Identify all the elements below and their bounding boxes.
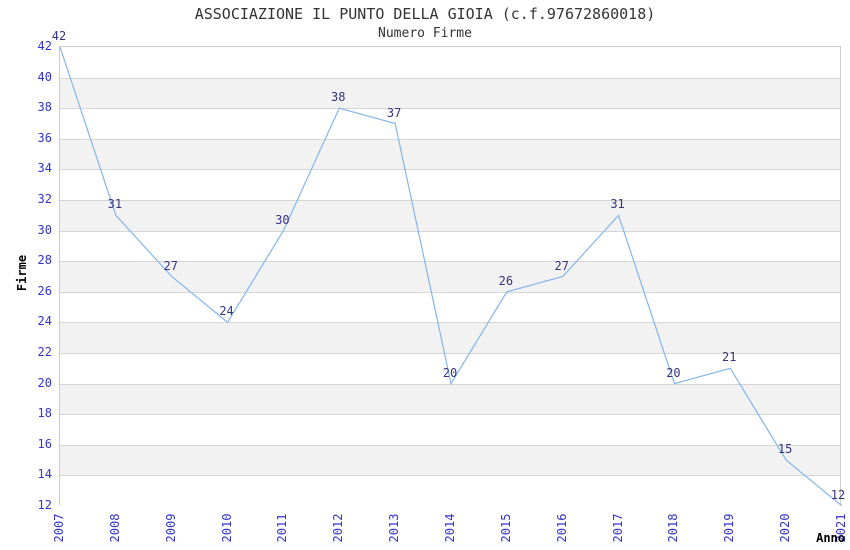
x-tick-label: 2007 — [52, 513, 66, 543]
plot-band — [60, 108, 840, 139]
data-point-label: 21 — [722, 350, 737, 365]
x-tick-label: 2012 — [331, 513, 346, 543]
x-tick-label: 2014 — [443, 513, 457, 543]
x-tick-label: 2019 — [722, 513, 737, 543]
plot-band — [60, 200, 840, 231]
x-tick-label: 2010 — [219, 513, 234, 543]
plot-area — [59, 46, 842, 506]
plot-band — [60, 444, 840, 476]
plot-band — [60, 77, 840, 109]
series-line — [60, 47, 842, 506]
plot-band — [60, 138, 840, 170]
x-tick-label: 2009 — [163, 513, 178, 543]
gridline — [60, 78, 840, 79]
plot-band — [60, 291, 840, 323]
data-point-label: 24 — [219, 304, 234, 319]
gridline — [60, 384, 840, 385]
x-tick-label: 2015 — [498, 513, 513, 543]
y-tick-label: 28 — [37, 253, 52, 268]
gridline — [60, 169, 840, 170]
plot-band — [60, 322, 840, 353]
plot-band — [60, 47, 840, 78]
data-point-label: 20 — [666, 365, 681, 380]
plot-band — [60, 169, 840, 200]
x-tick-label: 2016 — [554, 513, 569, 543]
y-tick-label: 40 — [37, 69, 52, 84]
y-tick-label: 22 — [37, 345, 52, 359]
y-tick-label: 20 — [37, 375, 52, 390]
x-tick-label: 2008 — [107, 513, 122, 543]
chart-subtitle: Numero Firme — [378, 26, 472, 41]
x-tick-label: 2017 — [610, 513, 625, 543]
y-tick-label: 32 — [37, 192, 52, 206]
gridline — [60, 108, 840, 109]
gridline — [60, 445, 840, 446]
data-point-label: 31 — [610, 197, 625, 212]
gridline — [60, 139, 840, 140]
x-tick-label: 2020 — [778, 513, 793, 543]
gridline — [60, 475, 840, 476]
y-tick-label: 38 — [37, 100, 52, 115]
y-tick-label: 16 — [37, 436, 52, 451]
plot-band — [60, 230, 840, 262]
y-tick-label: 30 — [37, 222, 52, 237]
gridline — [60, 353, 840, 354]
x-tick-label: 2018 — [666, 513, 681, 543]
plot-band — [60, 383, 840, 415]
gridline — [60, 231, 840, 232]
gridline — [60, 261, 840, 262]
data-point-label: 30 — [275, 212, 290, 227]
x-tick-label: 2013 — [387, 513, 402, 543]
gridline — [60, 322, 840, 323]
plot-band — [60, 261, 840, 292]
data-point-label: 27 — [163, 258, 178, 273]
y-tick-label: 12 — [37, 498, 52, 512]
chart-title: ASSOCIAZIONE IL PUNTO DELLA GIOIA (c.f.9… — [194, 5, 656, 23]
gridline — [60, 200, 840, 201]
gridline — [60, 292, 840, 293]
data-point-label: 27 — [554, 258, 569, 273]
y-tick-label: 42 — [37, 39, 52, 53]
x-tick-label: 2011 — [275, 513, 290, 543]
y-tick-label: 14 — [37, 467, 52, 482]
plot-band — [60, 475, 840, 506]
x-axis-title: Anno — [816, 531, 845, 545]
data-point-label: 15 — [777, 442, 793, 457]
y-tick-label: 24 — [37, 314, 52, 329]
y-tick-label: 18 — [37, 406, 52, 421]
data-point-label: 42 — [51, 29, 67, 43]
data-point-label: 37 — [386, 105, 402, 120]
data-point-label: 26 — [498, 273, 514, 288]
data-point-label: 12 — [830, 488, 846, 502]
chart-line — [60, 47, 842, 506]
y-tick-label: 36 — [37, 130, 52, 145]
plot-band — [60, 414, 840, 445]
y-tick-label: 34 — [37, 161, 52, 176]
gridline — [60, 414, 840, 415]
data-point-label: 38 — [331, 90, 346, 105]
y-tick-label: 26 — [37, 283, 52, 298]
data-point-label: 20 — [442, 365, 458, 380]
data-point-label: 31 — [107, 197, 123, 212]
